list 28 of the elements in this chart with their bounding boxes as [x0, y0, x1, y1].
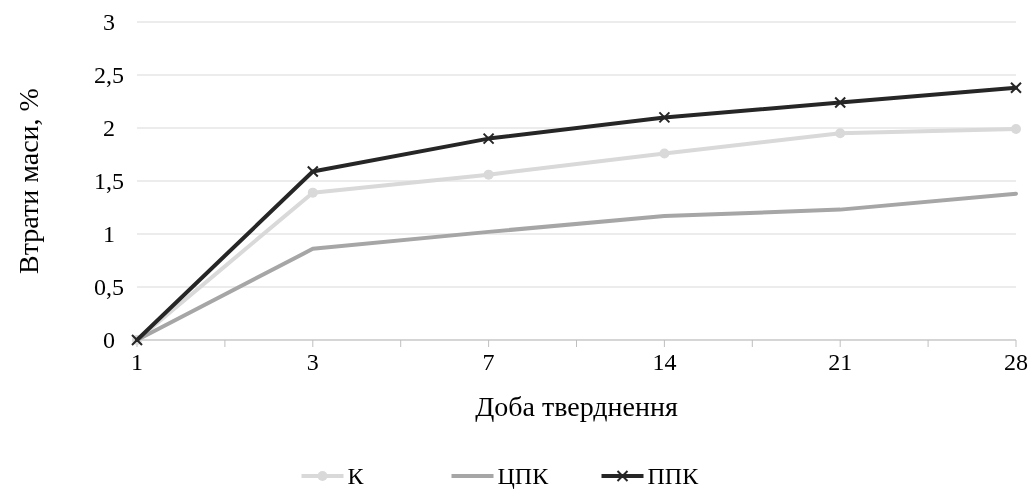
- y-tick-label: 0,5: [94, 274, 124, 301]
- point: [307, 187, 318, 198]
- y-tick-label: 0: [103, 327, 115, 354]
- x-tick-label: 7: [482, 349, 495, 375]
- y-tick-label: 1: [103, 221, 115, 248]
- point: [835, 128, 846, 139]
- point: [483, 169, 494, 180]
- x-tick-label: 14: [652, 349, 677, 375]
- legend-label: ЦПК: [497, 463, 550, 490]
- y-tick-label: 2,5: [94, 62, 124, 89]
- x-axis-title: Доба тверднення: [475, 391, 678, 422]
- x-tick-label: 1: [131, 349, 143, 375]
- legend-label: ППК: [647, 463, 700, 490]
- point: [659, 148, 670, 159]
- x-tick-label: 21: [828, 349, 853, 375]
- legend-label: К: [347, 463, 365, 490]
- point: [1011, 124, 1021, 135]
- point: [1010, 81, 1022, 94]
- point: [834, 96, 847, 109]
- x-tick-label: 28: [1004, 349, 1028, 375]
- point: [306, 165, 319, 178]
- y-axis-title: Втрати маси, %: [13, 88, 44, 274]
- y-tick-label: 1,5: [94, 168, 124, 195]
- y-tick-label: 2: [103, 115, 115, 142]
- y-tick-label: 3: [103, 9, 115, 36]
- point: [482, 132, 495, 145]
- x-tick-label: 3: [306, 349, 319, 375]
- point: [658, 111, 671, 124]
